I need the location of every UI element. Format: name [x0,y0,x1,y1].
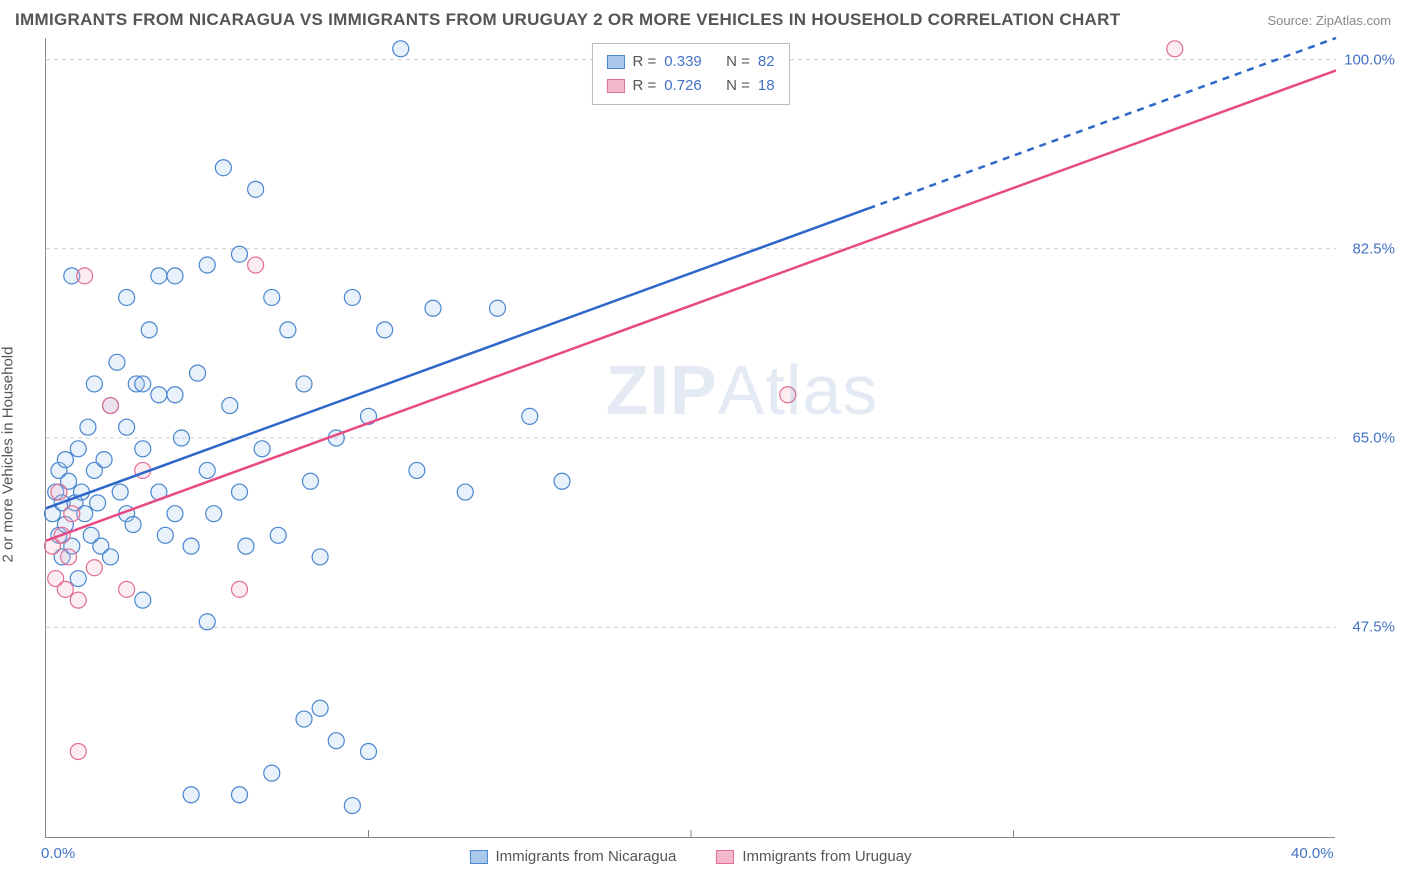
x-tick-label: 40.0% [1291,845,1334,862]
n-value-nicaragua: 82 [758,50,775,74]
legend-item-uruguay: Immigrants from Uruguay [716,848,911,865]
r-value-uruguay: 0.726 [664,74,702,98]
legend-item-nicaragua: Immigrants from Nicaragua [469,848,676,865]
r-label: R = [632,74,656,98]
source-label: Source: ZipAtlas.com [1267,13,1391,28]
y-tick-label: 65.0% [1352,430,1395,447]
swatch-nicaragua [606,55,624,69]
correlation-legend: R = 0.339 N = 82 R = 0.726 N = 18 [591,43,789,105]
r-label: R = [632,50,656,74]
n-value-uruguay: 18 [758,74,775,98]
y-tick-label: 100.0% [1344,51,1395,68]
series-legend: Immigrants from Nicaragua Immigrants fro… [469,848,911,865]
n-label: N = [726,74,750,98]
legend-label-nicaragua: Immigrants from Nicaragua [495,848,676,865]
swatch-uruguay [606,79,624,93]
title-bar: IMMIGRANTS FROM NICARAGUA VS IMMIGRANTS … [15,10,1391,30]
r-value-nicaragua: 0.339 [664,50,702,74]
x-tick-label: 0.0% [41,845,75,862]
n-label: N = [726,50,750,74]
y-axis-label: 2 or more Vehicles in Household [0,347,17,563]
chart-svg [46,38,1335,837]
y-tick-label: 47.5% [1352,619,1395,636]
chart-title: IMMIGRANTS FROM NICARAGUA VS IMMIGRANTS … [15,10,1120,30]
swatch-nicaragua-bottom [469,850,487,864]
legend-row-uruguay: R = 0.726 N = 18 [606,74,774,98]
legend-row-nicaragua: R = 0.339 N = 82 [606,50,774,74]
y-tick-label: 82.5% [1352,240,1395,257]
swatch-uruguay-bottom [716,850,734,864]
plot-area: ZIPAtlas R = 0.339 N = 82 R = 0.726 N = … [45,38,1335,838]
legend-label-uruguay: Immigrants from Uruguay [742,848,911,865]
